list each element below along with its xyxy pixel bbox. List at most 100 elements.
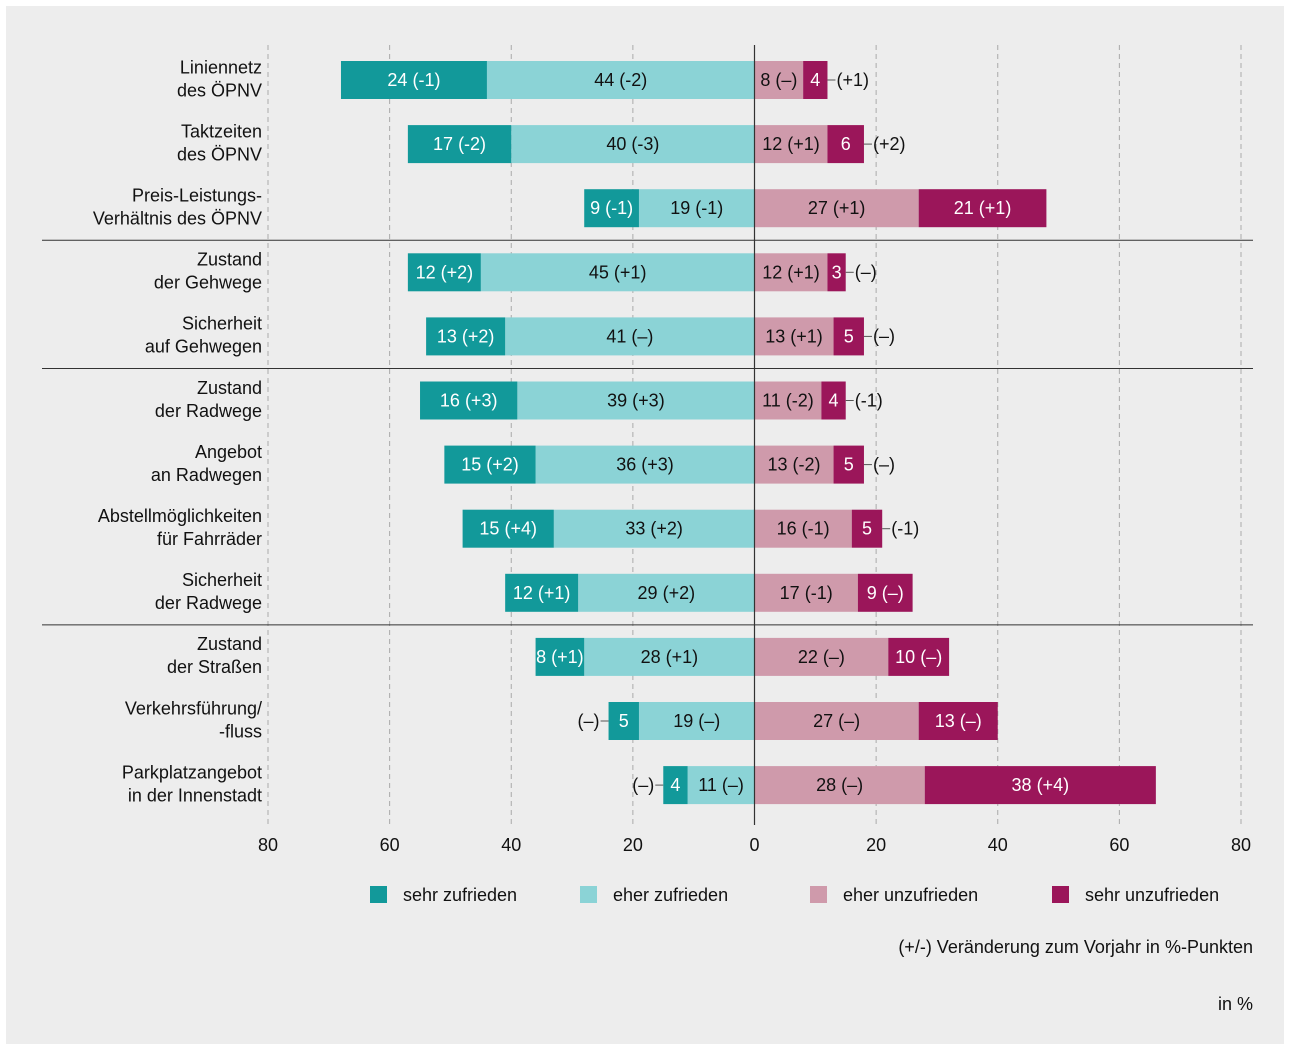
value: 38: [1012, 775, 1032, 795]
category-label: Taktzeiten: [181, 121, 262, 141]
value-label: 9 (-1): [590, 198, 633, 218]
x-tick-label: 60: [380, 835, 400, 855]
value-label: 16 (-1): [777, 518, 830, 538]
bar: [754, 637, 889, 676]
change: (+1): [787, 134, 820, 154]
value-label: 13 (+1): [765, 326, 823, 346]
change: (–): [698, 711, 720, 731]
change: (–): [920, 647, 942, 667]
change: (-2): [619, 70, 647, 90]
change: (+2): [462, 326, 495, 346]
value-label: 24 (-1): [387, 70, 440, 90]
value: 39: [607, 390, 627, 410]
value: 19: [670, 198, 690, 218]
bar: [407, 125, 512, 164]
value-label: 27 (–): [813, 711, 860, 731]
value-label: 27 (+1): [808, 198, 866, 218]
change: (+4): [504, 518, 537, 538]
value-label: 5: [844, 454, 854, 474]
value: 5: [619, 711, 629, 731]
value: 5: [862, 518, 872, 538]
bar: [608, 702, 639, 740]
change: (+2): [441, 262, 474, 282]
value: 11: [762, 390, 781, 410]
bar: [754, 125, 828, 164]
bar: [663, 766, 688, 805]
value: 15: [461, 454, 481, 474]
bar: [584, 637, 755, 676]
value: 12: [416, 262, 436, 282]
value: 16: [440, 390, 460, 410]
value-label: 12 (+1): [513, 583, 571, 603]
change: (+2): [663, 583, 696, 603]
value-label: 6: [841, 134, 851, 154]
category-label: der Straßen: [167, 657, 262, 677]
value: 19: [673, 711, 693, 731]
value-label: 15 (+2): [461, 454, 519, 474]
value: 27: [813, 711, 833, 731]
change-label: (+2): [873, 134, 906, 154]
value: 21: [954, 198, 974, 218]
unit: in %: [1218, 994, 1253, 1014]
change: (+2): [486, 454, 519, 474]
category-label: Zustand: [197, 378, 262, 398]
category-label: auf Gehwegen: [145, 337, 262, 357]
value-label: 12 (+2): [416, 262, 474, 282]
value: 4: [670, 775, 680, 795]
category-label: des ÖPNV: [177, 80, 262, 100]
change: (–): [841, 775, 863, 795]
note: (+/-) Veränderung zum Vorjahr in %-Punkt…: [898, 937, 1253, 957]
value-label: 33 (+2): [625, 518, 683, 538]
x-tick-label: 40: [501, 835, 521, 855]
x-tick-label: 80: [1231, 835, 1251, 855]
bar: [505, 573, 579, 612]
value: 36: [616, 454, 636, 474]
change: (-1): [695, 198, 723, 218]
change: (+1): [666, 647, 699, 667]
value: 12: [513, 583, 533, 603]
bar: [584, 189, 639, 228]
bar: [754, 445, 834, 484]
bar: [754, 189, 919, 228]
bar: [918, 189, 1047, 228]
change: (–): [882, 583, 904, 603]
value: 22: [798, 647, 818, 667]
bar: [754, 509, 852, 548]
category-label: an Radwegen: [151, 465, 262, 485]
value: 12: [762, 134, 782, 154]
bar: [833, 445, 864, 484]
change: (-2): [786, 390, 814, 410]
change: (–): [722, 775, 744, 795]
bar: [827, 125, 864, 164]
value: 17: [433, 134, 453, 154]
x-tick-label: 80: [258, 835, 278, 855]
value-label: 19 (-1): [670, 198, 723, 218]
change: (–): [775, 70, 797, 90]
change-label: (–): [873, 454, 895, 474]
value: 44: [594, 70, 614, 90]
category-label: für Fahrräder: [157, 529, 262, 549]
bar: [407, 253, 481, 292]
value: 45: [589, 262, 609, 282]
value: 28: [641, 647, 661, 667]
change: (-3): [631, 134, 659, 154]
value-label: 4: [810, 70, 820, 90]
bar: [754, 253, 828, 292]
value-label: 39 (+3): [607, 390, 665, 410]
bar: [535, 637, 585, 676]
value-label: 21 (+1): [954, 198, 1012, 218]
x-tick-label: 20: [623, 835, 643, 855]
bar: [420, 381, 518, 420]
value: 4: [810, 70, 820, 90]
change: (+1): [979, 198, 1012, 218]
change-label: (-1): [855, 390, 883, 410]
category-label: Verhältnis des ÖPNV: [93, 208, 262, 228]
bar: [754, 766, 925, 805]
value-label: 12 (+1): [762, 134, 820, 154]
value: 33: [625, 518, 645, 538]
legend-label: sehr zufrieden: [403, 885, 517, 905]
value: 41: [606, 326, 626, 346]
bar: [444, 445, 536, 484]
bar: [924, 766, 1156, 805]
